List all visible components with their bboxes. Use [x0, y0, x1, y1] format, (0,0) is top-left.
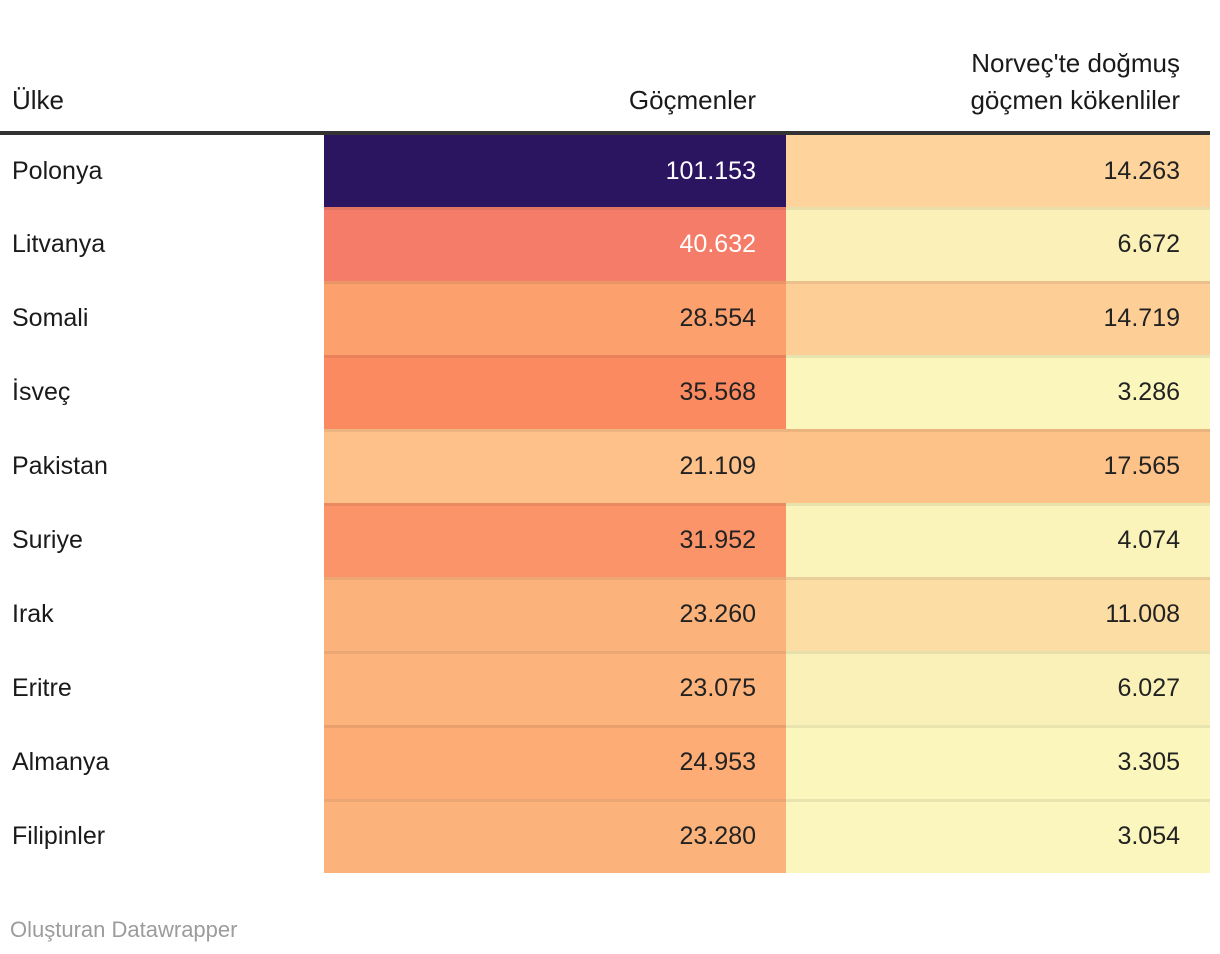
column-header-immigrants-label: Göçmenler [628, 85, 756, 115]
attribution-label: Oluşturan [10, 917, 106, 942]
immigrants-value-cell: 35.568 [324, 355, 786, 429]
country-cell: Suriye [0, 503, 324, 577]
country-cell: Filipinler [0, 799, 324, 873]
immigrants-value-cell: 23.280 [324, 799, 786, 873]
norwegian-born-value-cell: 14.719 [786, 281, 1210, 355]
immigrants-value-cell: 31.952 [324, 503, 786, 577]
table-row: Filipinler 23.280 3.054 [0, 799, 1210, 873]
table-row: Somali 28.554 14.719 [0, 281, 1210, 355]
table-header: Ülke Göçmenler Norveç'te doğmuş göçmen k… [0, 0, 1210, 135]
immigrants-value-cell: 23.075 [324, 651, 786, 725]
attribution-footer: Oluşturan Datawrapper [0, 917, 1220, 943]
country-cell: İsveç [0, 355, 324, 429]
column-header-country: Ülke [0, 0, 324, 135]
country-cell: Somali [0, 281, 324, 355]
immigrants-value-cell: 101.153 [324, 133, 786, 207]
column-header-immigrants: Göçmenler [324, 0, 786, 135]
column-header-norwegian-born: Norveç'te doğmuş göçmen kökenliler [786, 0, 1210, 135]
country-cell: Irak [0, 577, 324, 651]
country-cell: Almanya [0, 725, 324, 799]
norwegian-born-value-cell: 14.263 [786, 133, 1210, 207]
country-cell: Pakistan [0, 429, 324, 503]
immigrants-value-cell: 21.109 [324, 429, 786, 503]
heatmap-table: Ülke Göçmenler Norveç'te doğmuş göçmen k… [0, 0, 1210, 873]
norwegian-born-value-cell: 3.286 [786, 355, 1210, 429]
datawrapper-link[interactable]: Datawrapper [111, 917, 238, 942]
immigrants-value-cell: 24.953 [324, 725, 786, 799]
column-header-country-label: Ülke [12, 85, 65, 115]
column-header-norwegian-born-line1: Norveç'te doğmuş [971, 48, 1180, 78]
table-body: Polonya 101.153 14.263 Litvanya 40.632 6.672 S… [0, 133, 1210, 873]
norwegian-born-value-cell: 6.027 [786, 651, 1210, 725]
immigrants-value-cell: 23.260 [324, 577, 786, 651]
table-row: Litvanya 40.632 6.672 [0, 207, 1210, 281]
country-cell: Polonya [0, 133, 324, 207]
norwegian-born-value-cell: 6.672 [786, 207, 1210, 281]
norwegian-born-value-cell: 3.054 [786, 799, 1210, 873]
immigrants-value-cell: 28.554 [324, 281, 786, 355]
table-row: Eritre 23.075 6.027 [0, 651, 1210, 725]
country-cell: Eritre [0, 651, 324, 725]
table-row: Suriye 31.952 4.074 [0, 503, 1210, 577]
immigrants-value-cell: 40.632 [324, 207, 786, 281]
norwegian-born-value-cell: 4.074 [786, 503, 1210, 577]
norwegian-born-value-cell: 11.008 [786, 577, 1210, 651]
table-row: Irak 23.260 11.008 [0, 577, 1210, 651]
table-row: Pakistan 21.109 17.565 [0, 429, 1210, 503]
norwegian-born-value-cell: 17.565 [786, 429, 1210, 503]
country-cell: Litvanya [0, 207, 324, 281]
header-row: Ülke Göçmenler Norveç'te doğmuş göçmen k… [0, 0, 1210, 135]
column-header-norwegian-born-line2: göçmen kökenliler [970, 85, 1180, 115]
table-row: Almanya 24.953 3.305 [0, 725, 1210, 799]
norwegian-born-value-cell: 3.305 [786, 725, 1210, 799]
table-row: Polonya 101.153 14.263 [0, 133, 1210, 207]
table-row: İsveç 35.568 3.286 [0, 355, 1210, 429]
